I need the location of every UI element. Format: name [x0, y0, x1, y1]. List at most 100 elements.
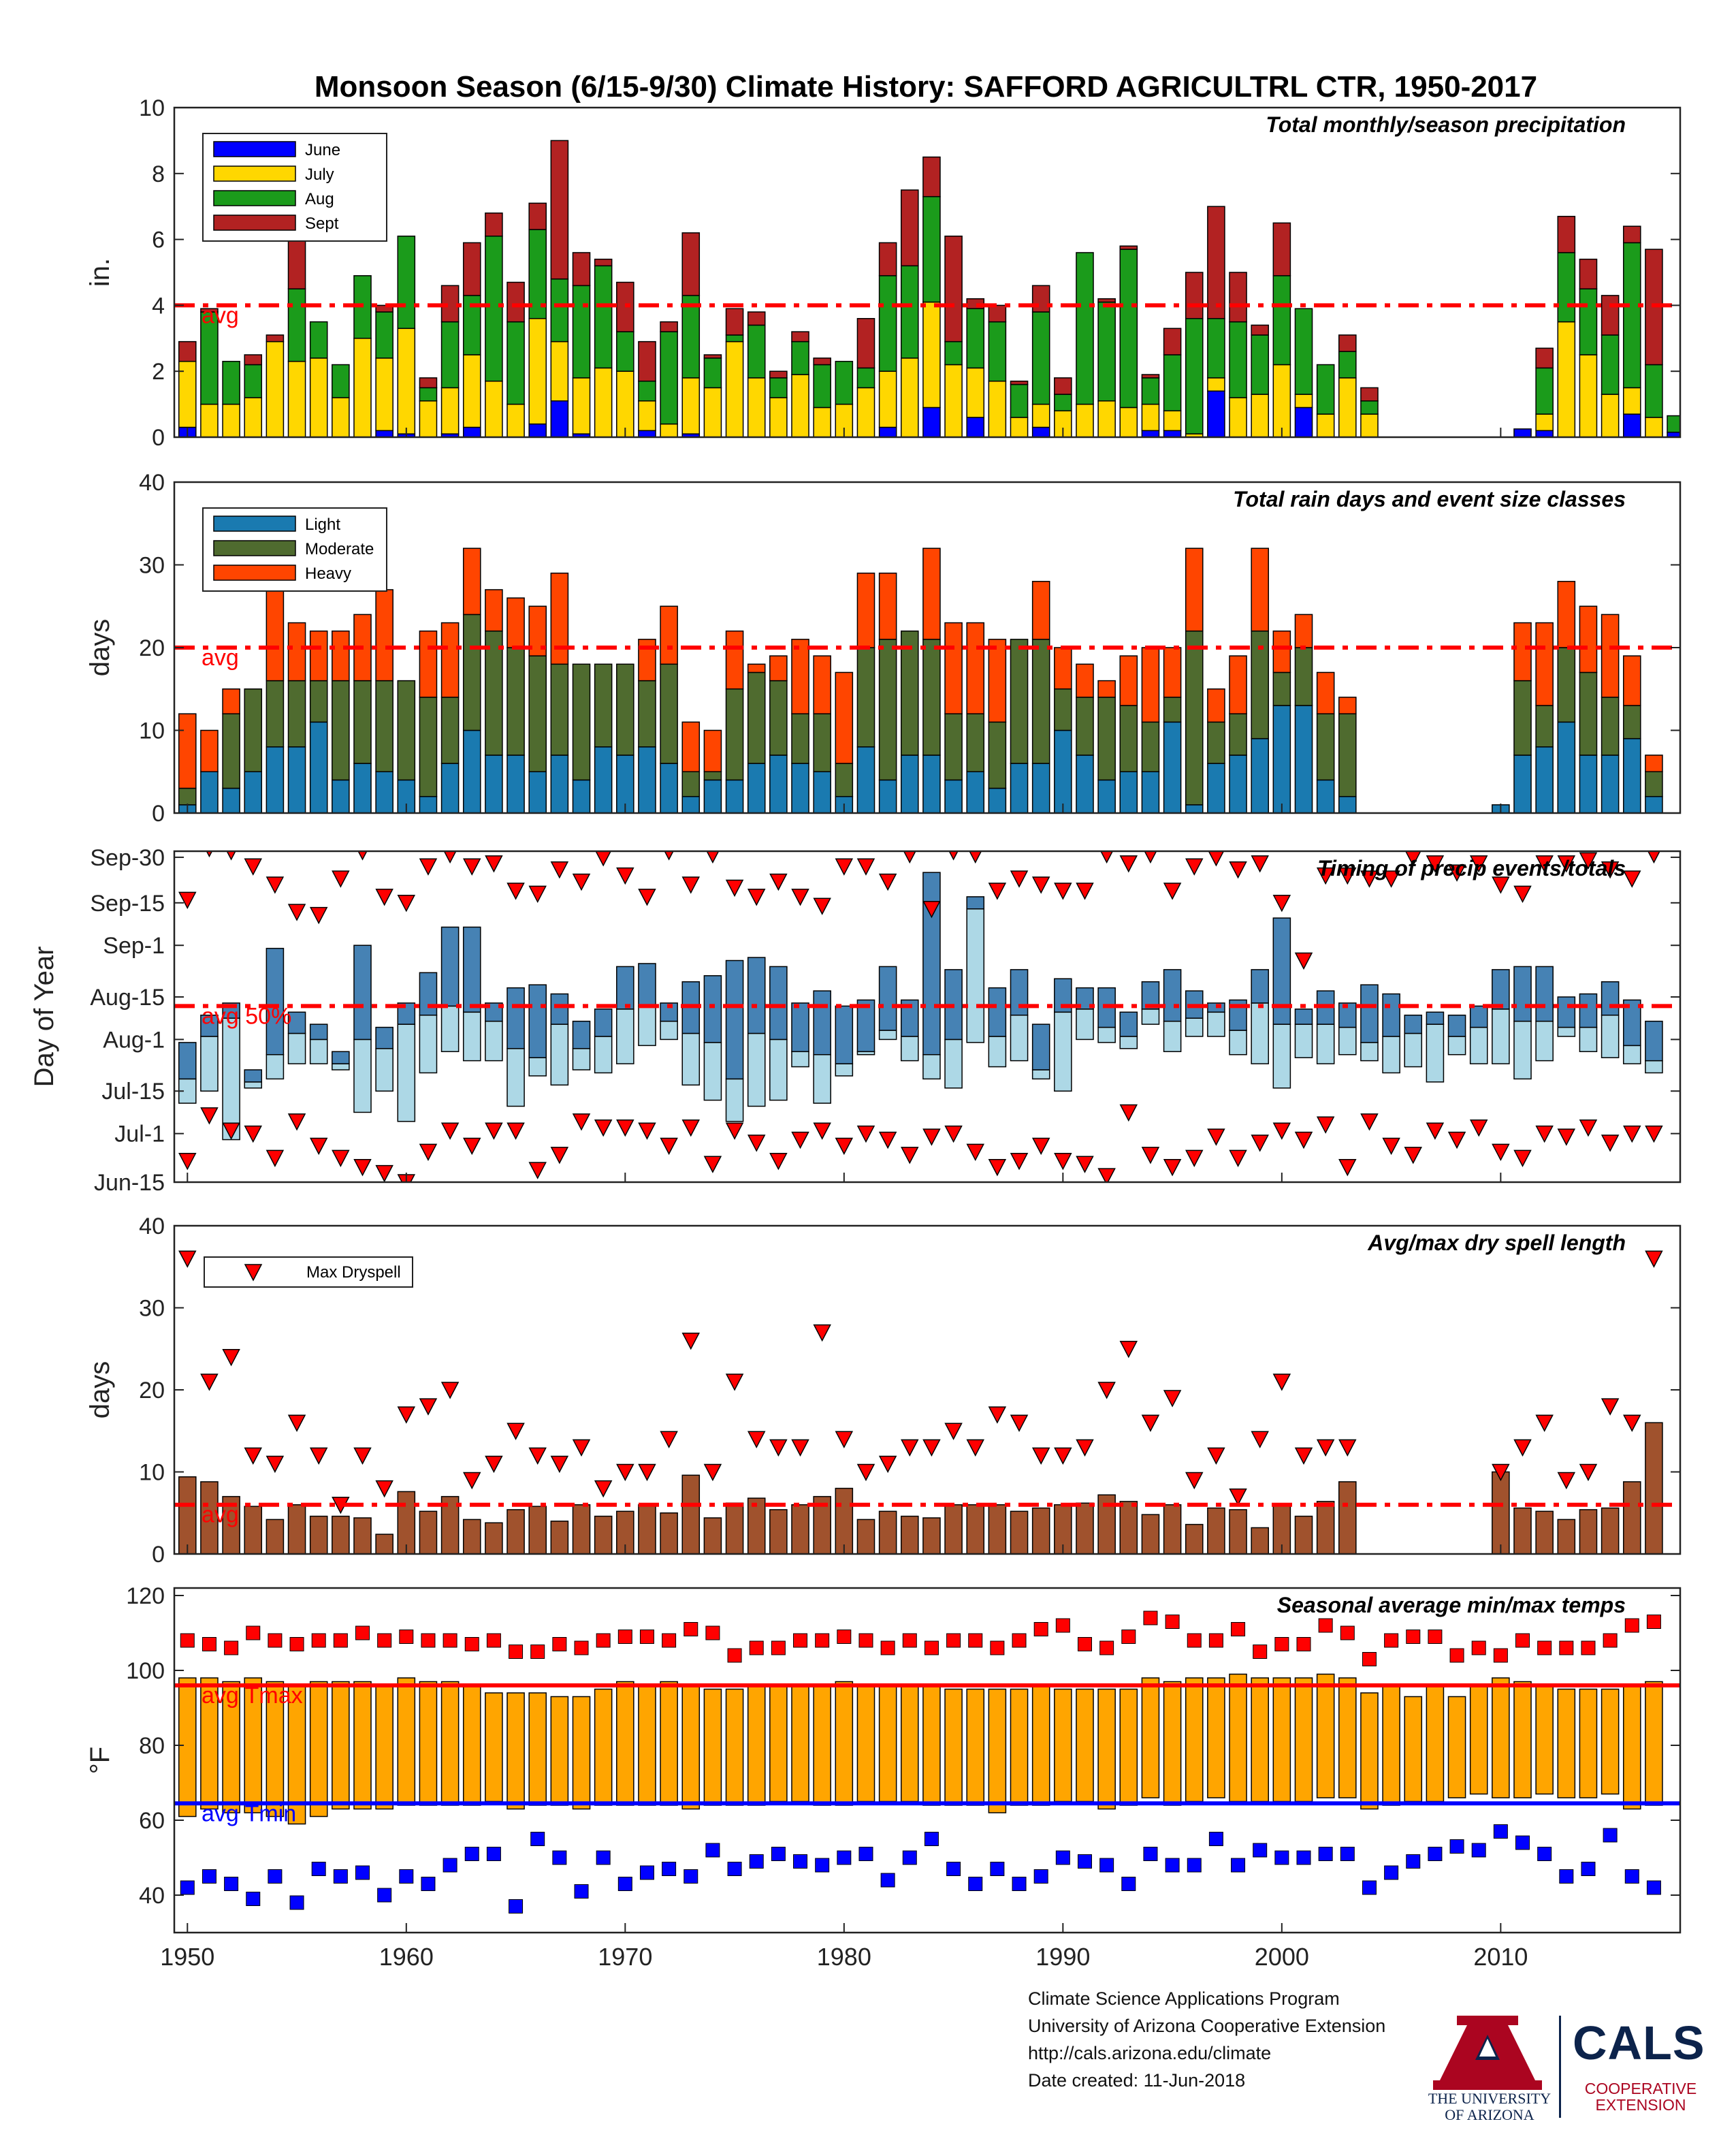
- bar-heavy: [1229, 655, 1247, 714]
- bar-heavy: [1557, 581, 1576, 648]
- bar-upper-quartile: [966, 896, 985, 910]
- marker-last-event: [725, 879, 744, 898]
- bar-temp-range: [660, 1681, 678, 1806]
- bar-moderate: [769, 680, 788, 756]
- marker-max-temp: [1603, 1633, 1618, 1648]
- bar-aug: [1272, 275, 1291, 366]
- bar-lower-quartile: [878, 1030, 897, 1041]
- marker-min-temp: [311, 1862, 326, 1876]
- x-tick-label: 1970: [598, 1943, 652, 1971]
- marker-last-event: [616, 867, 634, 885]
- bar-sept: [769, 370, 788, 379]
- bar-sept: [1207, 206, 1225, 319]
- marker-last-event: [1119, 855, 1138, 873]
- bar-moderate: [1622, 705, 1641, 740]
- marker-last-event: [1251, 855, 1269, 873]
- bar-light: [1513, 755, 1532, 813]
- marker-max-temp: [311, 1633, 326, 1648]
- bar-avg-dryspell: [1031, 1507, 1050, 1554]
- bar-sept: [550, 140, 569, 280]
- bar-light: [332, 779, 350, 813]
- marker-min-temp: [180, 1880, 195, 1895]
- bar-lower-quartile: [1447, 1036, 1466, 1055]
- bar-temp-range: [353, 1681, 372, 1810]
- marker-last-event: [1647, 851, 1660, 864]
- bar-avg-dryspell: [1294, 1515, 1313, 1554]
- bar-aug: [397, 236, 416, 330]
- marker-max-dryspell: [485, 1455, 503, 1474]
- bar-light: [1054, 729, 1072, 813]
- bar-aug: [835, 360, 854, 405]
- bar-moderate: [1010, 639, 1029, 764]
- marker-min-temp: [268, 1869, 283, 1884]
- marker-last-event: [1360, 870, 1379, 888]
- bar-moderate: [856, 647, 875, 748]
- marker-min-temp: [289, 1895, 304, 1910]
- bar-lower-quartile: [1119, 1036, 1138, 1049]
- marker-max-temp: [596, 1633, 611, 1648]
- marker-first-event: [1360, 1113, 1379, 1131]
- marker-last-event: [1382, 870, 1400, 888]
- y-tick-label: Sep-15: [90, 891, 165, 917]
- bar-temp-range: [878, 1685, 897, 1803]
- bar-lower-quartile: [922, 1053, 941, 1080]
- ua-text: THE UNIVERSITY OF ARIZONA: [1421, 2091, 1558, 2123]
- marker-min-temp: [793, 1854, 808, 1869]
- marker-last-event: [1010, 870, 1029, 888]
- bar-moderate: [222, 713, 240, 789]
- bar-light: [309, 721, 328, 813]
- marker-last-event: [638, 889, 656, 906]
- bar-lower-quartile: [835, 1063, 854, 1077]
- marker-min-temp: [530, 1832, 545, 1846]
- marker-min-temp: [815, 1858, 830, 1873]
- bar-upper-quartile: [878, 966, 897, 1031]
- marker-first-event: [791, 1131, 809, 1149]
- bar-sept: [813, 358, 831, 366]
- bar-sept: [1601, 295, 1620, 336]
- marker-last-event: [178, 891, 197, 909]
- bar-moderate: [287, 680, 306, 748]
- bar-moderate: [419, 697, 438, 797]
- legend-swatch: [213, 165, 296, 182]
- bar-july: [944, 364, 963, 437]
- bar-temp-range: [725, 1688, 744, 1806]
- bar-lower-quartile: [1031, 1069, 1050, 1080]
- marker-max-temp: [1187, 1633, 1202, 1648]
- bar-temp-range: [1513, 1681, 1532, 1798]
- bar-temp-range: [1338, 1677, 1357, 1798]
- marker-max-dryspell: [1338, 1439, 1357, 1457]
- bar-avg-dryspell: [1185, 1523, 1204, 1554]
- bar-avg-dryspell: [594, 1515, 613, 1554]
- bar-moderate: [1294, 647, 1313, 706]
- marker-max-dryspell: [1272, 1374, 1291, 1391]
- marker-last-event: [309, 906, 328, 925]
- marker-last-event: [244, 858, 262, 876]
- bar-july: [1294, 394, 1313, 409]
- bar-avg-dryspell: [1119, 1501, 1138, 1554]
- bar-lower-quartile: [616, 1009, 634, 1064]
- bar-upper-quartile: [988, 987, 1007, 1037]
- bar-light: [1557, 721, 1576, 813]
- marker-max-temp: [1099, 1640, 1114, 1655]
- bar-aug: [1076, 252, 1094, 405]
- bar-aug: [988, 321, 1007, 382]
- bar-july: [397, 328, 416, 434]
- avg-label: avg: [202, 1502, 239, 1528]
- marker-max-temp: [1471, 1640, 1486, 1655]
- bar-avg-dryspell: [791, 1504, 809, 1554]
- y-tick-label: 100: [126, 1658, 165, 1684]
- marker-max-temp: [749, 1640, 764, 1655]
- marker-last-event: [747, 889, 766, 906]
- marker-min-temp: [224, 1877, 239, 1891]
- marker-min-temp: [377, 1888, 392, 1903]
- footer: Climate Science Applications Program Uni…: [1028, 1985, 1385, 2094]
- bar-upper-quartile: [1338, 1002, 1357, 1028]
- bar-june: [638, 430, 656, 437]
- bar-june: [1207, 390, 1225, 437]
- bar-upper-quartile: [1382, 993, 1400, 1037]
- marker-first-event: [1163, 1158, 1182, 1177]
- bar-upper-quartile: [200, 1015, 219, 1037]
- bar-light: [1622, 737, 1641, 813]
- marker-max-temp: [968, 1633, 983, 1648]
